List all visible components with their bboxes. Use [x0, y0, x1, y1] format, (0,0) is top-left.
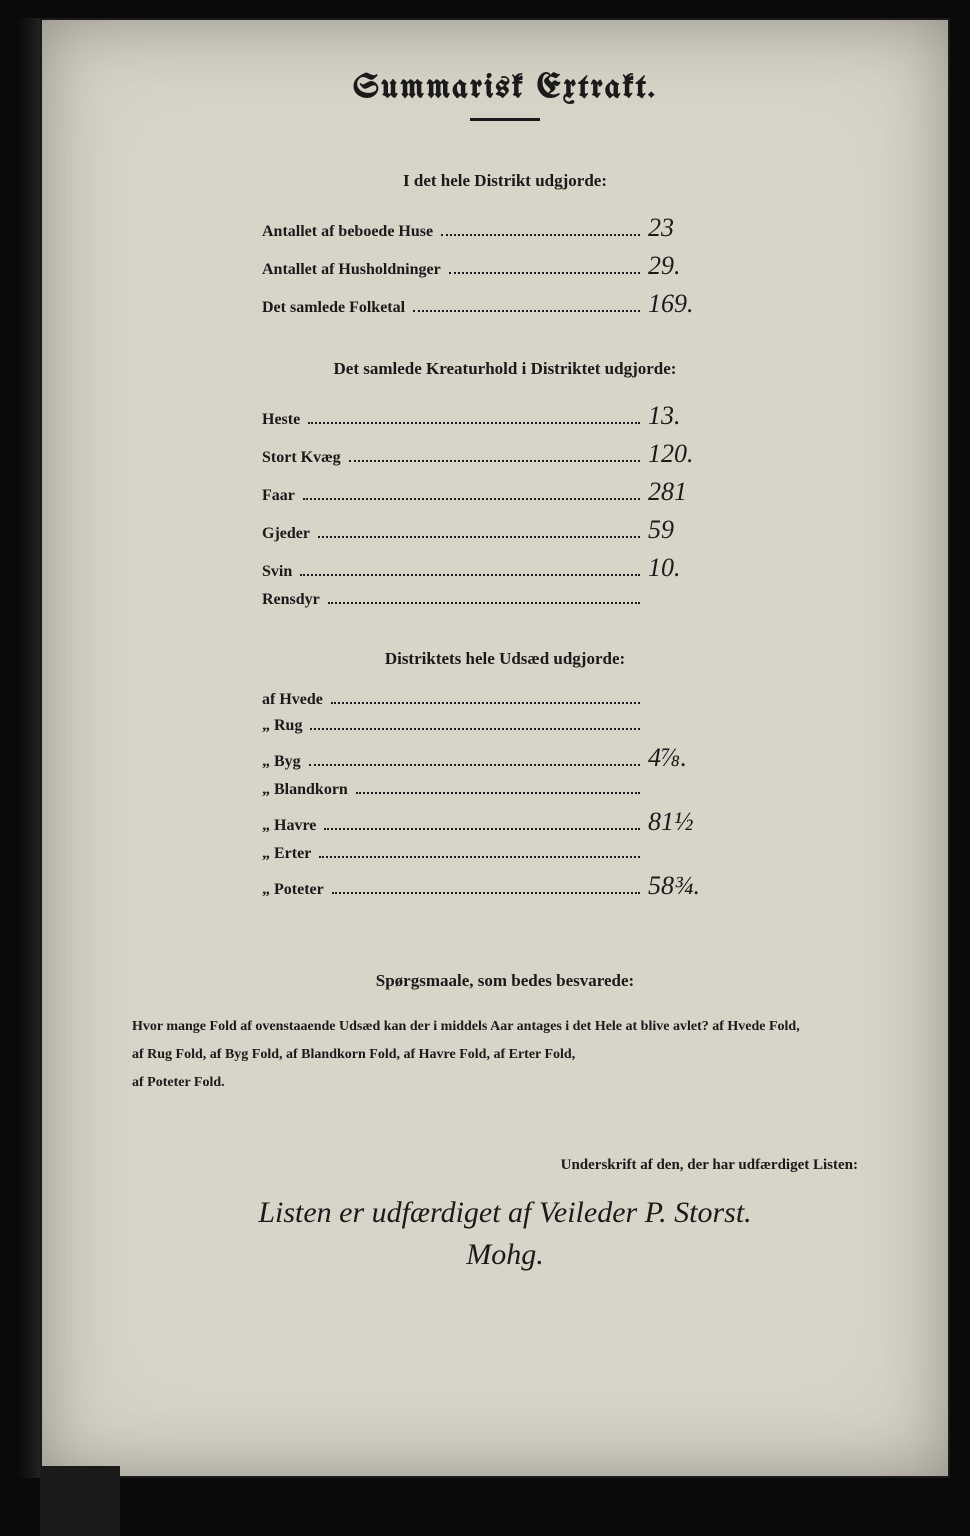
row-label: „ Rug: [262, 717, 302, 735]
title-rule: [470, 118, 540, 121]
questions-heading: Spørgsmaale, som bedes besvarede:: [132, 971, 878, 991]
row-label: Det samlede Folketal: [262, 299, 405, 317]
page-title: Summarisk Extrakt.: [122, 70, 888, 106]
row-label: Antallet af beboede Huse: [262, 223, 433, 241]
table-row: „ Erter: [122, 845, 888, 863]
table-row: Det samlede Folketal 169.: [122, 289, 888, 319]
row-label: „ Blandkorn: [262, 781, 348, 799]
row-label: Antallet af Husholdninger: [262, 261, 441, 279]
section2-heading: Det samlede Kreaturhold i Distriktet udg…: [122, 359, 888, 379]
row-value: 58¾.: [648, 871, 708, 901]
table-row: Antallet af Husholdninger 29.: [122, 251, 888, 281]
leader-dots: [349, 460, 640, 462]
questions-section: Spørgsmaale, som bedes besvarede: Hvor m…: [122, 971, 888, 1097]
signature-line: Mohg.: [122, 1234, 888, 1276]
row-label: Stort Kvæg: [262, 449, 341, 467]
table-row: „ Byg 4⅞.: [122, 743, 888, 773]
leader-dots: [356, 792, 640, 794]
leader-dots: [309, 764, 640, 766]
table-row: Rensdyr: [122, 591, 888, 609]
leader-dots: [300, 574, 640, 576]
leader-dots: [319, 856, 640, 858]
section1-heading: I det hele Distrikt udgjorde:: [122, 171, 888, 191]
leader-dots: [310, 728, 640, 730]
table-row: Gjeder 59: [122, 515, 888, 545]
table-row: Heste 13.: [122, 401, 888, 431]
row-label: „ Havre: [262, 817, 316, 835]
table-row: Antallet af beboede Huse 23: [122, 213, 888, 243]
row-value: 23: [648, 213, 708, 243]
row-value: 281: [648, 477, 708, 507]
row-label: Rensdyr: [262, 591, 320, 609]
row-value: 59: [648, 515, 708, 545]
row-value: 169.: [648, 289, 708, 319]
leader-dots: [449, 272, 640, 274]
table-row: „ Poteter 58¾.: [122, 871, 888, 901]
table-row: Svin 10.: [122, 553, 888, 583]
signature-label: Underskrift af den, der har udfærdiget L…: [122, 1157, 858, 1174]
table-row: Faar 281: [122, 477, 888, 507]
leader-dots: [318, 536, 640, 538]
row-label: af Hvede: [262, 691, 323, 709]
leader-dots: [332, 892, 640, 894]
section3-heading: Distriktets hele Udsæd udgjorde:: [122, 649, 888, 669]
table-row: Stort Kvæg 120.: [122, 439, 888, 469]
leader-dots: [441, 234, 640, 236]
signature-line: Listen er udfærdiget af Veileder P. Stor…: [122, 1192, 888, 1234]
row-label: Faar: [262, 487, 295, 505]
leader-dots: [331, 702, 640, 704]
row-value: 120.: [648, 439, 708, 469]
signature-block: Underskrift af den, der har udfærdiget L…: [122, 1157, 888, 1174]
leader-dots: [324, 828, 640, 830]
row-value: 4⅞.: [648, 743, 708, 773]
corner-artifact: [40, 1466, 120, 1536]
row-label: „ Poteter: [262, 881, 324, 899]
table-row: af Hvede: [122, 691, 888, 709]
row-label: Heste: [262, 411, 300, 429]
leader-dots: [303, 498, 640, 500]
row-value: 81½: [648, 807, 708, 837]
page-content: Summarisk Extrakt. I det hele Distrikt u…: [42, 20, 948, 1476]
signature-handwriting: Listen er udfærdiget af Veileder P. Stor…: [122, 1192, 888, 1276]
leader-dots: [328, 602, 640, 604]
question-text: af Rug Fold, af Byg Fold, af Blandkorn F…: [132, 1041, 878, 1069]
row-label: „ Erter: [262, 845, 311, 863]
table-row: „ Blandkorn: [122, 781, 888, 799]
leader-dots: [308, 422, 640, 424]
document-page: Summarisk Extrakt. I det hele Distrikt u…: [40, 18, 950, 1478]
row-label: „ Byg: [262, 753, 301, 771]
row-label: Svin: [262, 563, 292, 581]
table-row: „ Rug: [122, 717, 888, 735]
row-value: 29.: [648, 251, 708, 281]
table-row: „ Havre 81½: [122, 807, 888, 837]
row-label: Gjeder: [262, 525, 310, 543]
row-value: 13.: [648, 401, 708, 431]
question-text: Hvor mange Fold af ovenstaaende Udsæd ka…: [132, 1013, 878, 1041]
question-text: af Poteter Fold.: [132, 1069, 878, 1097]
leader-dots: [413, 310, 640, 312]
row-value: 10.: [648, 553, 708, 583]
